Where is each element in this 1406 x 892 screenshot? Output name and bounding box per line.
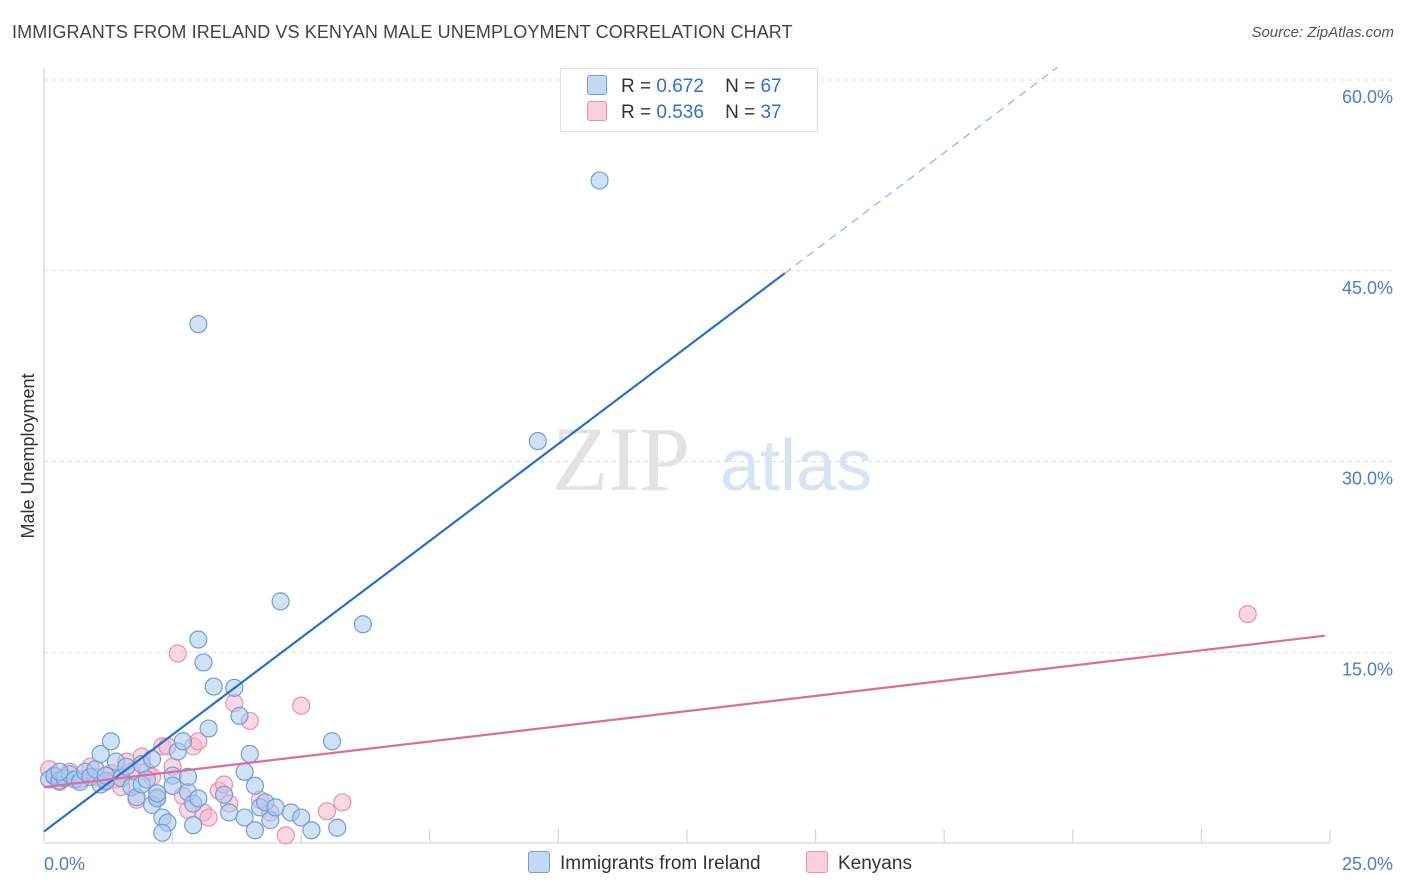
ireland-point-60 <box>302 821 321 840</box>
ireland-n-label: N = <box>725 76 756 97</box>
bottom-kenyans-label: Kenyans <box>838 853 912 874</box>
ireland-point-46 <box>230 706 249 725</box>
y-tick-label-45: 45.0% <box>1342 278 1393 298</box>
kenyans-point-35 <box>292 696 311 715</box>
trend-lines <box>43 66 1325 833</box>
ireland-point-40 <box>194 653 213 672</box>
kenyans-point-37 <box>333 793 352 812</box>
kenyans-point-39 <box>1238 604 1257 624</box>
ireland-point-42 <box>204 677 223 696</box>
ireland-n-value: 67 <box>760 76 782 97</box>
ireland-trend-extension <box>784 66 1058 274</box>
ireland-trend-line <box>43 272 786 833</box>
ireland-point-43 <box>214 785 234 804</box>
x-tick-label-min: 0.0% <box>44 854 85 874</box>
ireland-point-57 <box>271 592 290 611</box>
ireland-point-33 <box>173 732 192 751</box>
kenyans-n-value: 37 <box>760 102 782 123</box>
ireland-point-44 <box>220 803 239 822</box>
ireland-points <box>40 171 609 842</box>
bottom-ireland-label: Immigrants from Ireland <box>560 853 761 874</box>
kenyans-point-21 <box>168 644 187 663</box>
legend-row-kenyans: R = 0.536 N = 37 <box>587 101 782 127</box>
ireland-point-37 <box>184 816 203 835</box>
ireland-point-35 <box>178 767 198 786</box>
ireland-point-31 <box>163 776 182 795</box>
x-tick-label-max: 25.0% <box>1342 854 1393 874</box>
x-tick-marks <box>43 829 1331 843</box>
ireland-point-47 <box>235 762 254 781</box>
kenyans-swatch <box>587 101 607 121</box>
ireland-point-56 <box>245 821 265 840</box>
ireland-swatch <box>587 75 607 95</box>
legend-row-ireland: R = 0.672 N = 67 <box>587 75 782 101</box>
ireland-point-66 <box>50 762 69 781</box>
ireland-point-65 <box>590 171 609 190</box>
ireland-point-30 <box>153 823 172 842</box>
kenyans-n-label: N = <box>725 102 756 123</box>
chart-source: Source: ZipAtlas.com <box>1251 24 1394 41</box>
ireland-point-29 <box>148 784 167 803</box>
bottom-legend-kenyans: Kenyans <box>806 851 912 875</box>
bottom-legend-ireland: Immigrants from Ireland <box>528 851 761 875</box>
ireland-point-38 <box>189 789 208 808</box>
ireland-point-50 <box>245 776 265 795</box>
chart-title: IMMIGRANTS FROM IRELAND VS KENYAN MALE U… <box>12 22 793 42</box>
y-tick-label-30: 30.0% <box>1342 469 1393 489</box>
ireland-point-55 <box>189 315 208 334</box>
ireland-point-59 <box>292 808 311 827</box>
correlation-legend: R = 0.672 N = 67 R = 0.536 N = 37 <box>560 68 818 132</box>
kenyans-point-27 <box>199 808 218 827</box>
ireland-point-27 <box>142 749 162 769</box>
y-axis-label: Male Unemployment <box>18 373 38 538</box>
kenyans-r-value: 0.536 <box>656 102 704 123</box>
ireland-point-63 <box>353 615 373 634</box>
kenyans-trend-line <box>43 634 1325 789</box>
ireland-point-48 <box>235 808 254 827</box>
ireland-point-61 <box>322 732 342 751</box>
watermark: ZIP atlas <box>552 408 872 510</box>
ireland-point-64 <box>528 432 547 451</box>
bottom-ireland-swatch <box>528 851 550 873</box>
ireland-point-62 <box>328 818 347 837</box>
ireland-point-41 <box>199 719 218 738</box>
ireland-point-39 <box>189 630 208 649</box>
y-tick-labels: 15.0% 30.0% 45.0% 60.0% <box>1342 87 1393 679</box>
kenyans-point-38 <box>276 826 295 845</box>
kenyans-point-36 <box>317 802 337 821</box>
watermark-zip: ZIP <box>552 408 690 510</box>
x-tick-labels: 0.0% 25.0% <box>44 854 1393 874</box>
ireland-r-label: R = <box>621 76 652 97</box>
y-tick-label-60: 60.0% <box>1342 87 1393 107</box>
ireland-point-49 <box>240 744 259 764</box>
grid-lines <box>44 79 1395 653</box>
bottom-kenyans-swatch <box>806 851 828 873</box>
watermark-atlas: atlas <box>720 426 872 506</box>
ireland-point-14 <box>101 732 120 751</box>
ireland-r-value: 0.672 <box>656 76 704 97</box>
kenyans-r-label: R = <box>621 102 652 123</box>
y-tick-label-15: 15.0% <box>1342 659 1393 679</box>
ireland-point-12 <box>91 744 110 764</box>
ireland-point-54 <box>266 798 285 817</box>
